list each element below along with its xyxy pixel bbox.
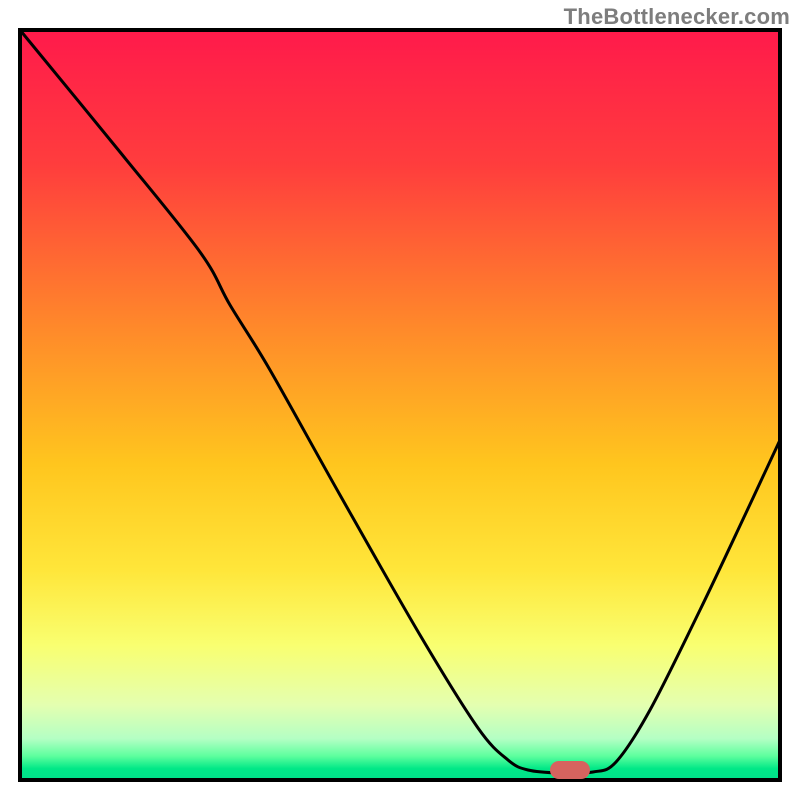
plot-background [20, 30, 780, 780]
bottleneck-chart [0, 0, 800, 800]
chart-canvas: TheBottlenecker.com [0, 0, 800, 800]
optimal-marker [550, 761, 590, 779]
watermark-text: TheBottlenecker.com [564, 4, 790, 30]
